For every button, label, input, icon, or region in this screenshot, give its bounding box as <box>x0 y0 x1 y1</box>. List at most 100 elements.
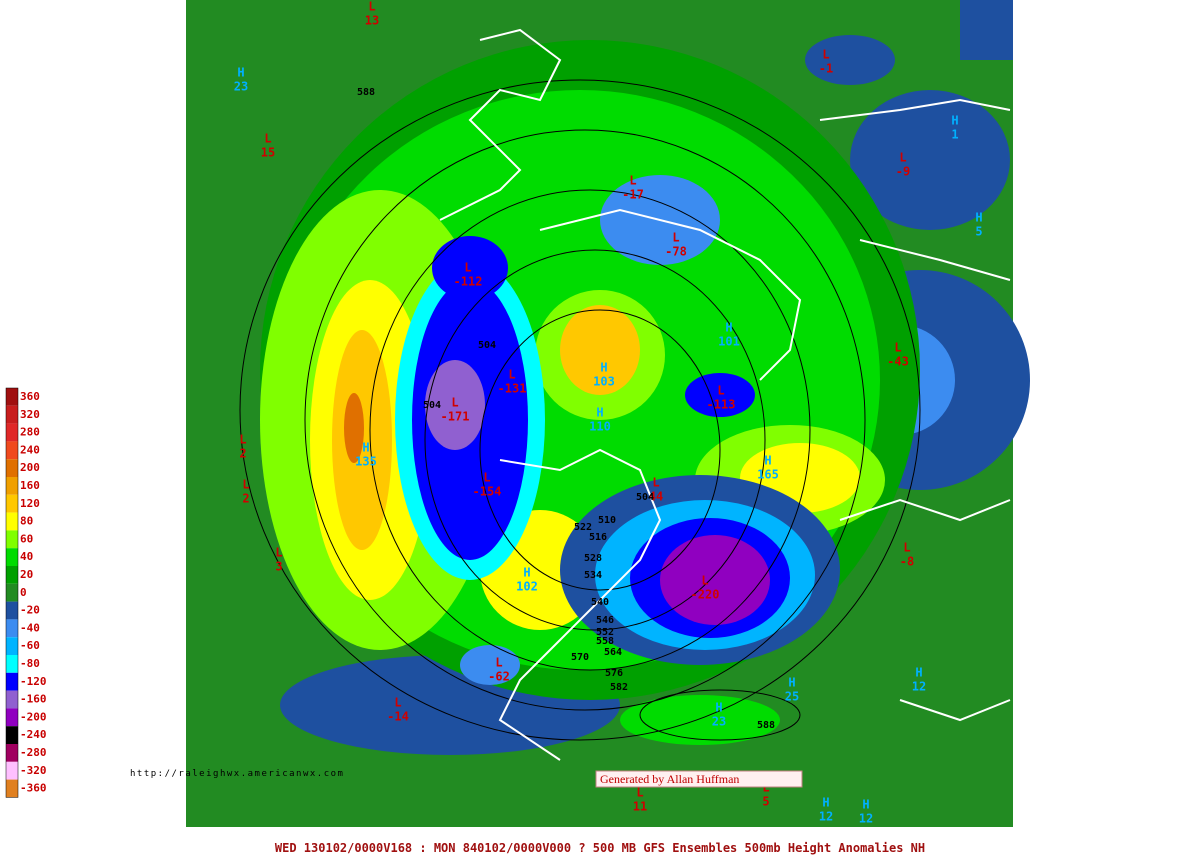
center-value: -131 <box>498 382 527 396</box>
shade <box>425 360 485 450</box>
center-letter: H <box>596 406 603 420</box>
legend-label: 360 <box>20 390 40 403</box>
contour-label: 528 <box>584 553 602 564</box>
contour-label: 534 <box>584 570 602 581</box>
center-value: 11 <box>633 800 647 814</box>
anomaly-shading <box>260 0 1030 755</box>
legend-label: 200 <box>20 461 40 474</box>
contour-label: 504 <box>423 400 441 411</box>
center-value: -171 <box>441 410 470 424</box>
center-letter: L <box>652 476 659 490</box>
center-value: 13 <box>365 14 379 28</box>
legend-frame <box>5 387 19 798</box>
contour-label: 588 <box>357 87 375 98</box>
contour-label: 522 <box>574 522 592 533</box>
center-value: -154 <box>473 485 502 499</box>
coastlines <box>439 28 1011 761</box>
center-letter: L <box>672 231 679 245</box>
source-url: http://raleighwx.americanwx.com <box>130 769 344 779</box>
center-letter: H <box>788 676 795 690</box>
legend-label: -40 <box>20 621 40 634</box>
shade <box>460 645 520 685</box>
center-letter: L <box>894 341 901 355</box>
contour-label: 546 <box>596 615 614 626</box>
center-letter: L <box>368 0 375 14</box>
shade <box>960 0 1013 60</box>
contour-line <box>424 249 766 631</box>
center-letter: H <box>237 66 244 80</box>
legend-label: -240 <box>20 728 47 741</box>
legend-swatch <box>6 637 18 655</box>
contour-label: 570 <box>571 652 589 663</box>
legend-label: -60 <box>20 639 40 652</box>
center-letter: L <box>636 786 643 800</box>
center-letter: H <box>764 454 771 468</box>
legend-swatch <box>6 655 18 673</box>
shade <box>560 305 640 395</box>
center-value: 3 <box>275 560 282 574</box>
legend-swatch <box>6 423 18 442</box>
coastline <box>439 28 562 221</box>
center-value: -112 <box>454 275 483 289</box>
center-value: 165 <box>757 468 779 482</box>
legend-label: -120 <box>20 675 47 688</box>
center-value: -62 <box>488 670 510 684</box>
legend-label: -80 <box>20 657 40 670</box>
legend-label: 40 <box>20 550 33 563</box>
legend-swatch <box>6 548 18 566</box>
legend-label: 240 <box>20 443 40 456</box>
coastline <box>498 448 662 761</box>
center-value: -220 <box>691 588 720 602</box>
center-value: -14 <box>387 710 409 724</box>
legend-swatch <box>6 459 18 477</box>
shade <box>344 393 364 463</box>
legend-swatch <box>6 441 18 460</box>
center-letter: L <box>508 368 515 382</box>
center-value: 12 <box>819 810 833 824</box>
contour-label: 582 <box>610 682 628 693</box>
center-letter: H <box>951 114 958 128</box>
center-value: 5 <box>975 225 982 239</box>
center-value: 44 <box>649 490 663 504</box>
center-value: 12 <box>859 812 873 826</box>
coastline <box>839 498 1011 722</box>
center-value: 25 <box>785 690 799 704</box>
center-letter: L <box>899 151 906 165</box>
center-value: 15 <box>261 146 275 160</box>
coastline <box>539 208 802 381</box>
center-value: 135 <box>355 455 377 469</box>
center-value: -1 <box>819 62 833 76</box>
shade <box>685 373 755 417</box>
legend-swatch <box>6 672 18 691</box>
center-value: 2 <box>242 492 249 506</box>
legend-label: 320 <box>20 408 40 421</box>
contour-line <box>369 189 811 671</box>
center-letter: L <box>239 433 246 447</box>
legend-label: -160 <box>20 693 47 706</box>
contour-label: 504 <box>478 340 496 351</box>
center-letter: L <box>394 696 401 710</box>
center-value: 5 <box>762 795 769 809</box>
center-letter: L <box>264 132 271 146</box>
center-letter: H <box>600 361 607 375</box>
center-letter: H <box>915 666 922 680</box>
shade <box>620 695 780 745</box>
legend-label: 120 <box>20 497 40 510</box>
center-value: 12 <box>912 680 926 694</box>
legend-swatch <box>6 494 18 513</box>
contour-line <box>304 129 866 711</box>
credit: Generated by Allan Huffman <box>600 772 739 786</box>
contour-label: 504 <box>636 492 654 503</box>
legend-label: -320 <box>20 764 47 777</box>
center-value: 23 <box>234 80 248 94</box>
legend-swatch <box>6 779 18 798</box>
center-letter: H <box>523 566 530 580</box>
center-letter: L <box>822 48 829 62</box>
center-value: -78 <box>665 245 687 259</box>
center-letter: L <box>242 478 249 492</box>
contour-label: 588 <box>757 720 775 731</box>
contour-label: 576 <box>605 668 623 679</box>
legend-label: -360 <box>20 782 47 795</box>
center-letter: L <box>701 574 708 588</box>
